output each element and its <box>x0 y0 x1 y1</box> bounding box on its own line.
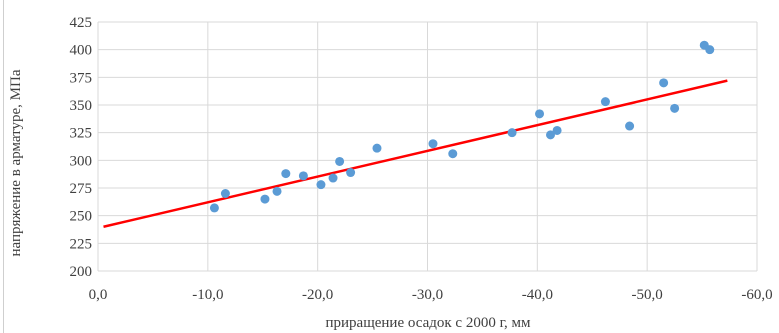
x-tick-label: -10,0 <box>192 287 223 303</box>
y-tick-label: 375 <box>70 70 93 86</box>
data-point <box>552 125 562 135</box>
trendline-group <box>103 79 728 228</box>
data-point <box>448 149 458 159</box>
y-tick-label: 250 <box>70 209 93 225</box>
data-point <box>625 121 635 131</box>
data-point <box>328 173 338 183</box>
data-point <box>272 186 282 196</box>
x-tick-label: -20,0 <box>302 287 333 303</box>
data-point <box>659 78 669 88</box>
y-tick-label: 300 <box>70 153 93 169</box>
data-point <box>220 189 230 199</box>
data-point <box>298 171 308 181</box>
trendline <box>103 79 728 228</box>
data-point <box>372 143 382 153</box>
x-axis-title: приращение осадок с 2000 г, мм <box>325 315 531 331</box>
y-tick-label: 200 <box>70 264 93 280</box>
x-tick-labels: 0,0 -10,0 -20,0 -30,0 -40,0 -50,0 -60,0 <box>89 287 773 303</box>
x-tick-label: -60,0 <box>741 287 772 303</box>
x-tick-label: -50,0 <box>632 287 663 303</box>
y-tick-labels: 200 225 250 275 300 325 350 375 400 425 <box>70 15 93 280</box>
y-axis-title: напряжение в арматуре, МПа <box>8 69 24 256</box>
data-point <box>346 168 356 178</box>
data-point <box>260 194 270 204</box>
data-point <box>670 103 680 113</box>
y-tick-label: 425 <box>70 15 93 31</box>
data-point <box>335 156 345 166</box>
gridlines <box>97 21 758 272</box>
y-tick-label: 325 <box>70 126 93 142</box>
x-tick-label: 0,0 <box>89 287 108 303</box>
data-point <box>507 128 517 138</box>
data-points <box>209 40 715 213</box>
data-point <box>316 180 326 190</box>
data-point <box>428 139 438 149</box>
data-point <box>209 203 219 213</box>
y-tick-label: 225 <box>70 236 93 252</box>
page-border <box>3 0 4 333</box>
data-point <box>546 130 556 140</box>
y-tick-label: 400 <box>70 43 93 59</box>
data-point <box>705 45 715 55</box>
y-tick-label: 275 <box>70 181 93 197</box>
x-tick-label: -30,0 <box>412 287 443 303</box>
data-point <box>281 169 291 179</box>
x-tick-label: -40,0 <box>522 287 553 303</box>
data-point <box>535 109 545 119</box>
data-point <box>600 97 610 107</box>
y-tick-label: 350 <box>70 98 93 114</box>
